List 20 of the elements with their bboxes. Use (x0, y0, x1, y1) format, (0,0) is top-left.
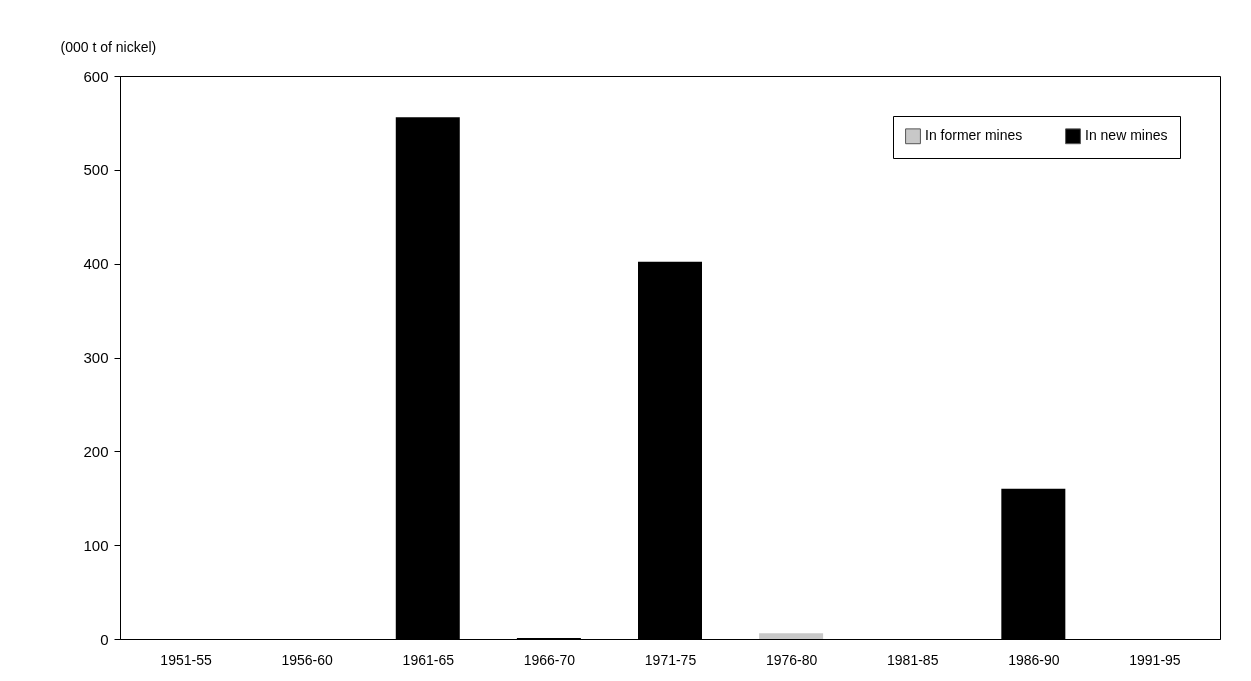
x-tick-label: 1976-80 (765, 651, 818, 668)
bar (759, 633, 824, 639)
x-tick-label: 1971-75 (644, 651, 697, 668)
legend-label: In new mines (1085, 127, 1168, 144)
x-tick-label: 1981-85 (887, 651, 939, 668)
x-tick-label: 1986-90 (1008, 651, 1060, 668)
x-tick-label: 1961-65 (402, 651, 455, 668)
y-axis-title: (000 t of nickel) (60, 38, 157, 55)
x-tick-label: 1951-55 (160, 651, 212, 668)
y-tick-label: 300 (83, 349, 109, 366)
y-tick-label: 500 (83, 161, 109, 179)
x-tick-label: 1966-70 (523, 651, 576, 668)
y-tick-label: 0 (100, 630, 109, 648)
y-tick-label: 200 (83, 442, 109, 460)
x-tick-label: 1956-60 (281, 651, 334, 668)
y-tick-label: 100 (83, 536, 109, 554)
y-tick-label: 400 (83, 255, 109, 273)
legend-label: In former mines (925, 127, 1023, 144)
y-tick-label: 600 (83, 67, 109, 85)
x-tick-label: 1991-95 (1129, 651, 1181, 668)
